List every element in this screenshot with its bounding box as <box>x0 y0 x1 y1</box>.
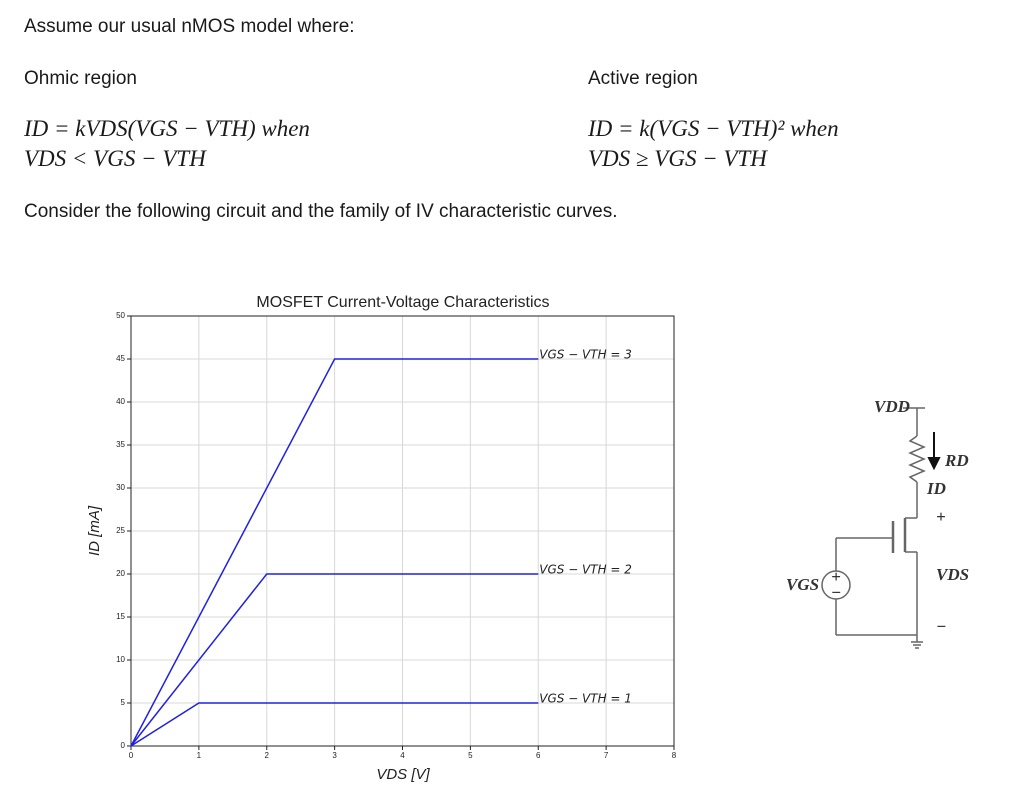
y-tick-label: 20 <box>116 569 125 578</box>
chart-title: MOSFET Current-Voltage Characteristics <box>256 294 549 311</box>
active-heading: Active region <box>588 68 698 89</box>
series-line <box>130 358 539 747</box>
y-tick-label: 35 <box>116 440 125 449</box>
x-tick-label: 1 <box>197 751 202 760</box>
intro: Assume our usual nMOS model where: <box>24 16 355 37</box>
ohmic-heading: Ohmic region <box>24 68 137 89</box>
y-tick-label: 5 <box>121 698 126 707</box>
y-tick-label: 15 <box>116 612 125 621</box>
x-tick-label: 6 <box>536 751 541 760</box>
x-axis-label: VDS [V] <box>376 766 430 783</box>
active-condition: VDS ≥ VGS − VTH <box>588 146 767 171</box>
x-tick-label: 4 <box>400 751 405 760</box>
y-tick-label: 0 <box>121 741 126 750</box>
ohmic-condition: VDS < VGS − VTH <box>24 146 206 171</box>
series-line <box>130 702 539 747</box>
ohmic-equation: ID = kVDS(VGS − VTH) when <box>24 116 310 141</box>
active-equation: ID = k(VGS − VTH)² when <box>588 116 839 141</box>
series-annotation: VGS − VTH = 2 <box>539 563 632 577</box>
y-tick-label: 30 <box>116 483 125 492</box>
x-tick-label: 7 <box>604 751 609 760</box>
y-tick-label: 45 <box>116 354 125 363</box>
x-tick-label: 3 <box>332 751 337 760</box>
y-tick-label: 10 <box>116 655 125 664</box>
x-tick-label: 0 <box>129 751 134 760</box>
y-tick-label: 50 <box>116 311 125 320</box>
series-line <box>130 573 539 747</box>
y-tick-label: 25 <box>116 526 125 535</box>
x-tick-label: 2 <box>265 751 270 760</box>
plot-frame <box>130 315 675 747</box>
x-tick-label: 5 <box>468 751 473 760</box>
series-annotation: VGS − VTH = 3 <box>539 348 632 362</box>
x-tick-label: 8 <box>672 751 677 760</box>
y-tick-label: 40 <box>116 397 125 406</box>
prompt: Consider the following circuit and the f… <box>24 201 618 222</box>
y-axis-label: ID [mA] <box>86 505 103 556</box>
series-annotation: VGS − VTH = 1 <box>539 692 632 706</box>
